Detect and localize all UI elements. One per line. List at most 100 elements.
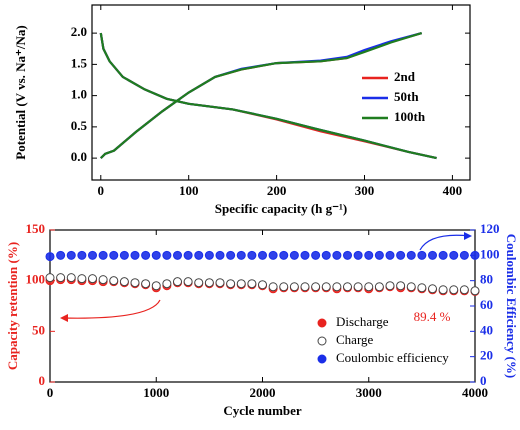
data-point <box>385 250 395 260</box>
data-point <box>215 250 225 260</box>
data-point <box>449 250 459 260</box>
data-point <box>130 250 140 260</box>
annotation: 89.4 % <box>414 309 451 324</box>
y2-tick-label: 20 <box>480 348 493 363</box>
data-point <box>289 282 299 292</box>
legend-label: Charge <box>336 332 374 347</box>
data-point <box>162 250 172 260</box>
data-point <box>141 279 151 289</box>
y2-tick-label: 100 <box>480 246 500 261</box>
data-point <box>289 250 299 260</box>
data-point <box>459 285 469 295</box>
data-point <box>396 281 406 291</box>
y-tick-label: 1.5 <box>71 55 88 70</box>
x-tick-label: 3000 <box>356 385 382 400</box>
data-point <box>236 250 246 260</box>
data-point <box>151 281 161 291</box>
y-axis-label: Capacity retention (%) <box>5 242 20 370</box>
data-point <box>258 280 267 290</box>
legend-label: 2nd <box>394 69 416 84</box>
data-point <box>45 273 55 283</box>
data-point <box>236 279 246 289</box>
y-axis-label: Potential (V vs. Na⁺/Na) <box>13 25 28 159</box>
data-point <box>417 283 427 293</box>
y2-tick-label: 60 <box>480 297 493 312</box>
data-point <box>141 250 151 260</box>
legend-marker <box>317 336 327 346</box>
data-point <box>364 250 374 260</box>
data-point <box>109 276 119 286</box>
arrow-head <box>60 314 68 322</box>
y-tick-label: 1.0 <box>71 87 87 102</box>
x-tick-label: 300 <box>355 183 375 198</box>
data-point <box>173 250 182 260</box>
x-tick-label: 0 <box>98 183 105 198</box>
data-point <box>279 282 289 292</box>
data-point <box>300 282 310 292</box>
data-point <box>332 250 342 260</box>
data-point <box>88 274 97 284</box>
y-tick-label: 2.0 <box>71 24 87 39</box>
x-axis-label: Cycle number <box>223 403 302 418</box>
data-point <box>374 250 384 260</box>
x-tick-label: 100 <box>179 183 199 198</box>
x-tick-label: 1000 <box>143 385 169 400</box>
data-point <box>406 250 416 260</box>
data-point <box>300 250 310 260</box>
data-point <box>343 282 352 292</box>
data-point <box>56 273 66 283</box>
data-point <box>343 250 352 260</box>
data-point <box>45 252 55 262</box>
data-point <box>428 250 437 260</box>
data-point <box>194 278 204 288</box>
data-line <box>99 32 437 160</box>
legend-marker <box>317 354 327 364</box>
data-point <box>470 250 480 260</box>
data-point <box>66 250 76 260</box>
data-point <box>311 250 321 260</box>
legend-marker <box>317 318 327 328</box>
arrow <box>419 234 471 251</box>
data-point <box>258 250 267 260</box>
data-point <box>406 282 416 292</box>
y-tick-label: 0 <box>39 373 46 388</box>
y2-tick-label: 120 <box>480 221 500 236</box>
legend-label: Discharge <box>336 314 389 329</box>
data-point <box>173 277 182 287</box>
x-tick-label: 0 <box>47 385 54 400</box>
y2-tick-label: 0 <box>480 373 487 388</box>
y-tick-label: 0.5 <box>71 118 88 133</box>
data-point <box>459 250 469 260</box>
data-point <box>194 250 204 260</box>
y-tick-label: 50 <box>32 322 45 337</box>
data-point <box>226 250 236 260</box>
plot-frame <box>91 4 471 181</box>
arrow-head <box>464 232 472 240</box>
y-tick-label: 0.0 <box>71 149 87 164</box>
data-point <box>279 250 289 260</box>
data-point <box>374 282 384 292</box>
data-point <box>321 282 331 292</box>
data-point <box>162 279 172 289</box>
data-line <box>99 32 437 160</box>
data-point <box>449 285 459 295</box>
data-line <box>99 32 437 160</box>
data-point <box>311 282 321 292</box>
data-point <box>332 282 342 292</box>
y2-tick-label: 80 <box>480 272 493 287</box>
data-point <box>247 250 257 260</box>
y2-axis-label: Coulombic Efficiency (%) <box>504 234 519 378</box>
data-point <box>88 250 97 260</box>
data-point <box>215 278 225 288</box>
data-point <box>417 250 427 260</box>
data-point <box>56 250 66 260</box>
data-point <box>470 286 480 296</box>
data-point <box>428 284 437 294</box>
legend-label: Coulombic efficiency <box>336 350 449 365</box>
data-point <box>119 277 129 287</box>
x-tick-label: 4000 <box>462 385 488 400</box>
legend-label: 100th <box>394 109 426 124</box>
data-point <box>130 278 140 288</box>
data-point <box>364 282 374 292</box>
